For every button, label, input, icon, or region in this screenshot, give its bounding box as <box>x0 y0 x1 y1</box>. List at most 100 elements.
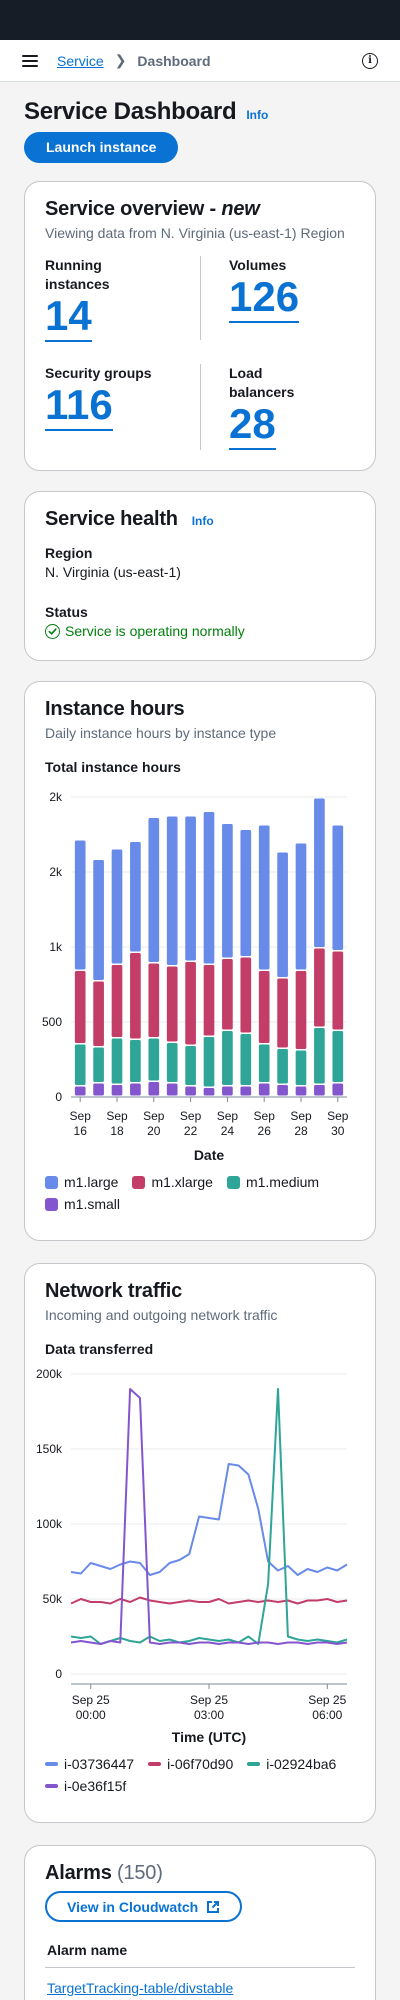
launch-instance-button[interactable]: Launch instance <box>24 132 179 163</box>
network-description: Incoming and outgoing network traffic <box>45 1307 278 1323</box>
running-instances-stat: Running instances 14 <box>45 256 155 342</box>
overview-description: Viewing data from N. Virginia (us-east-1… <box>45 225 345 241</box>
y-tick-label: 1k <box>49 940 63 954</box>
y-tick-label: 0 <box>55 1667 62 1681</box>
bar-segment <box>295 1050 307 1085</box>
bar-segment <box>332 825 344 950</box>
legend-item[interactable]: m1.medium <box>226 1174 319 1190</box>
instance-hours-chart-title: Total instance hours <box>45 759 181 775</box>
legend-label: m1.xlarge <box>151 1174 213 1190</box>
alarms-card: Alarms (150) View in Cloudwatch Alarm na… <box>24 1845 376 2000</box>
health-info-link[interactable]: Info <box>191 514 214 528</box>
x-tick-label: Sep <box>327 1109 349 1123</box>
bar-segment <box>111 1038 123 1084</box>
stat-value-link[interactable]: 14 <box>45 294 92 342</box>
column-header-alarm-name[interactable]: Alarm name <box>45 1936 355 1968</box>
x-axis-label: Time (UTC) <box>172 1729 246 1745</box>
chevron-right-icon: ❯ <box>114 52 127 68</box>
external-link-icon <box>207 1900 220 1913</box>
legend-item[interactable]: m1.xlarge <box>132 1174 213 1190</box>
legend-label: i-03736447 <box>64 1756 135 1772</box>
bar-segment <box>277 1049 288 1084</box>
stat-value-link[interactable]: 126 <box>229 275 300 323</box>
x-tick-label: Sep <box>254 1109 276 1123</box>
bar-segment <box>240 830 252 956</box>
bar-segment <box>74 1086 86 1096</box>
bar-segment <box>277 978 288 1048</box>
bar-segment <box>258 1044 270 1082</box>
stat-label: Running instances <box>45 257 110 292</box>
legend-item[interactable]: i-06f70d90 <box>148 1756 233 1772</box>
bar-segment <box>130 842 141 952</box>
x-tick-label: Sep 25 <box>308 1693 346 1707</box>
legend-swatch <box>226 1175 240 1189</box>
legend-item[interactable]: i-0e36f15f <box>45 1778 126 1794</box>
bar-segment <box>222 1031 233 1085</box>
info-panel-icon[interactable]: i <box>362 52 378 69</box>
alarms-count: (150) <box>116 1862 163 1884</box>
menu-icon[interactable] <box>22 54 38 67</box>
y-tick-label: 2k <box>49 865 63 879</box>
divider <box>200 364 201 450</box>
network-title: Network traffic <box>45 1280 183 1302</box>
check-circle-icon <box>45 623 60 639</box>
breadcrumb-service-link[interactable]: Service <box>57 52 104 69</box>
bar-segment <box>185 1086 196 1096</box>
bar-segment <box>74 971 86 1043</box>
stat-value-link[interactable]: 116 <box>45 383 113 431</box>
stat-label: Security groups <box>45 365 152 381</box>
series-line <box>70 1463 348 1576</box>
instance-hours-title: Instance hours <box>45 698 185 720</box>
legend-item[interactable]: m1.small <box>45 1196 120 1212</box>
alarm-name-link[interactable]: TargetTracking-table/divstable <box>47 1980 234 1996</box>
view-in-cloudwatch-button[interactable]: View in Cloudwatch <box>45 1891 243 1922</box>
alarms-title: Alarms (150) <box>45 1862 163 1884</box>
status-label: Status <box>45 604 88 620</box>
status-indicator: Service is operating normally <box>45 623 355 639</box>
legend-label: m1.small <box>64 1196 121 1212</box>
bar-segment <box>222 824 233 958</box>
page-title: Service Dashboard <box>24 98 237 125</box>
bar-segment <box>166 966 178 1042</box>
y-tick-label: 50k <box>43 1592 63 1606</box>
series-line <box>70 1596 348 1605</box>
network-legend: i-03736447 i-06f70d90 i-02924ba6 i-0e36f15f <box>45 1756 365 1794</box>
series-line <box>70 1388 348 1645</box>
x-tick-label: 03:00 <box>194 1708 224 1722</box>
service-overview-card: Service overview - new Viewing data from… <box>24 181 376 471</box>
x-tick-label: Sep <box>180 1109 202 1123</box>
x-tick-label: Sep <box>217 1109 239 1123</box>
page-header: Service Dashboard Info <box>24 98 376 126</box>
bar-segment <box>277 1085 288 1096</box>
instance-hours-chart: 05001k2k2kSep16Sep18Sep20Sep22Sep24Sep26… <box>42 790 349 1162</box>
legend-item[interactable]: m1.large <box>45 1174 118 1190</box>
top-navigation-bar <box>0 0 400 40</box>
bar-segment <box>314 1085 325 1096</box>
region-value: N. Virginia (us-east-1) <box>45 564 181 580</box>
bar-segment <box>240 957 252 1033</box>
page-content: Service Dashboard Info Launch instance S… <box>0 98 400 2000</box>
bar-segment <box>203 965 215 1036</box>
bar-segment <box>185 962 196 1045</box>
stat-value-link[interactable]: 28 <box>229 402 276 450</box>
page-info-link[interactable]: Info <box>246 108 269 122</box>
x-tick-label: 26 <box>258 1124 272 1138</box>
bar-segment <box>74 840 86 970</box>
x-tick-label: 00:00 <box>76 1708 106 1722</box>
bar-segment <box>222 959 233 1030</box>
legend-item[interactable]: i-03736447 <box>45 1756 134 1772</box>
y-tick-label: 500 <box>42 1015 62 1029</box>
instance-hours-legend: m1.large m1.xlarge m1.medium m1.small <box>45 1174 365 1212</box>
x-tick-label: Sep <box>70 1109 92 1123</box>
y-tick-label: 200k <box>36 1367 63 1381</box>
bar-segment <box>277 852 288 977</box>
x-tick-label: 24 <box>221 1124 235 1138</box>
network-chart-title: Data transferred <box>45 1341 154 1357</box>
legend-label: i-06f70d90 <box>167 1756 234 1772</box>
legend-item[interactable]: i-02924ba6 <box>247 1756 336 1772</box>
x-tick-label: Sep <box>106 1109 128 1123</box>
bar-segment <box>295 843 307 970</box>
bar-segment <box>295 971 307 1049</box>
x-tick-label: Sep 25 <box>72 1693 110 1707</box>
service-health-card: Service health Info Region N. Virginia (… <box>24 491 376 661</box>
